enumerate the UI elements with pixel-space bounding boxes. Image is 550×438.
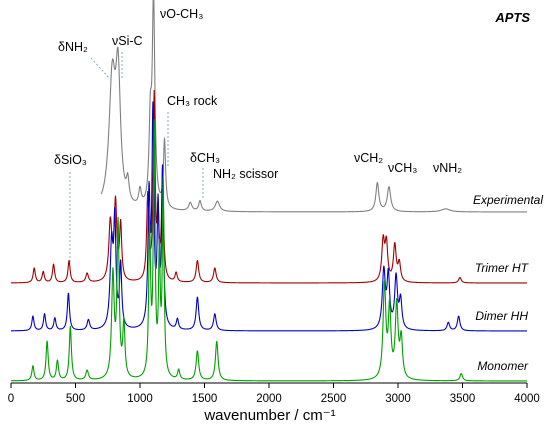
series-label-dimer-hh: Dimer HH [475, 309, 528, 323]
annotation-nh2-scissor: NH₂ scissor [213, 167, 278, 181]
annotation-vnh2: νNH₂ [433, 161, 462, 175]
series-labels: Experimental Trimer HT Dimer HH Monomer [473, 193, 543, 373]
x-axis: 0 500 1000 1500 2000 2500 3000 3500 4000 [8, 382, 540, 405]
annotation-dnh2: δNH₂ [58, 40, 88, 54]
annotation-vch2: νCH₂ [354, 151, 383, 165]
x-tick-label-4000: 4000 [514, 393, 540, 405]
series-line-monomer [10, 119, 528, 382]
annotations: δNH₂ νSi-C νO-CH₃ CH₃ rock δSiO₃ δCH₃ NH… [54, 7, 462, 181]
series-line-dimer-hh [10, 101, 528, 332]
spectra-traces [10, 0, 528, 382]
annotation-lines [69, 52, 204, 262]
x-tick-label-500: 500 [66, 393, 85, 405]
annotation-ch3rock: CH₃ rock [167, 94, 218, 108]
x-tick-label-3000: 3000 [385, 393, 411, 405]
annotation-dsio3: δSiO₃ [54, 153, 87, 167]
x-tick-label-1500: 1500 [192, 393, 218, 405]
series-label-experimental: Experimental [473, 193, 543, 207]
x-tick-label-2500: 2500 [321, 393, 347, 405]
annotation-vch3: νCH₃ [388, 161, 417, 175]
x-axis-title: wavenumber / cm⁻¹ [203, 407, 335, 424]
annotation-voch3: νO-CH₃ [160, 7, 203, 21]
leader-dnh2 [90, 57, 111, 80]
series-line-trimer-ht [10, 89, 528, 284]
x-tick-label-3500: 3500 [450, 393, 476, 405]
annotation-sic: νSi-C [112, 34, 143, 48]
series-label-trimer-ht: Trimer HT [475, 261, 530, 275]
annotation-dch3: δCH₃ [190, 151, 220, 165]
series-label-monomer: Monomer [477, 359, 529, 373]
x-tick-label-2000: 2000 [256, 393, 282, 405]
series-line-experimental [100, 0, 528, 213]
chart-title: APTS [494, 10, 530, 25]
x-tick-label-0: 0 [8, 393, 14, 405]
x-tick-label-1000: 1000 [127, 393, 153, 405]
